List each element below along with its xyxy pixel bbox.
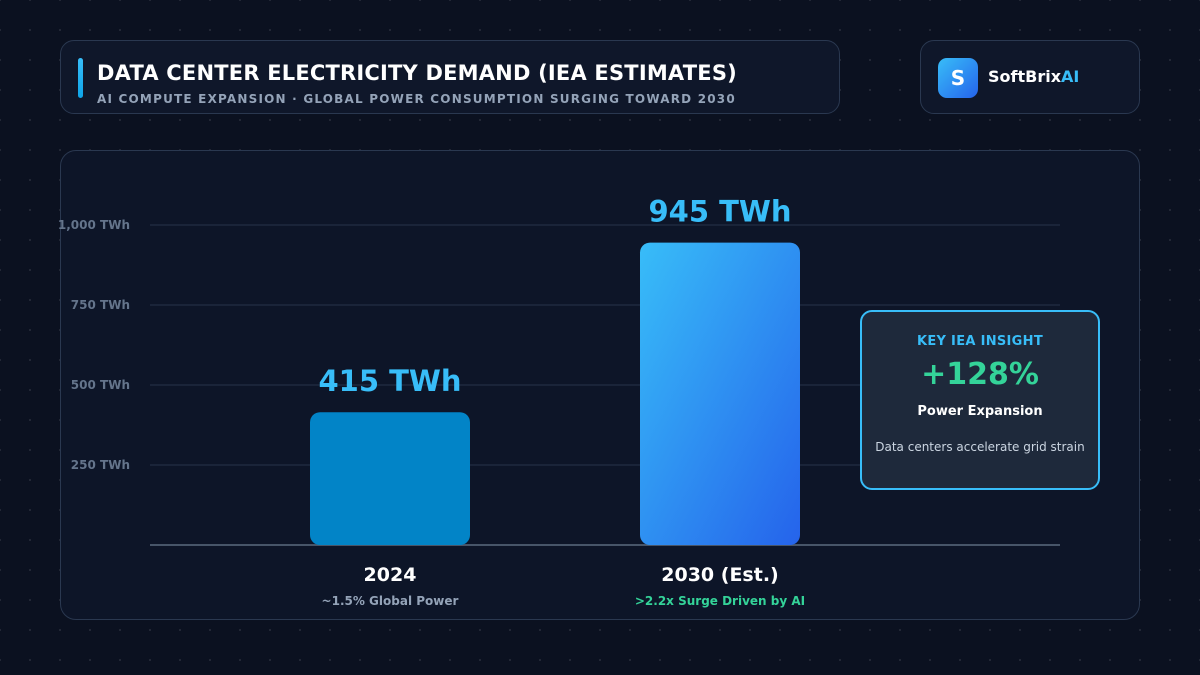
bar-2030	[640, 242, 800, 545]
header-card: DATA CENTER ELECTRICITY DEMAND (IEA ESTI…	[60, 40, 840, 114]
insight-description: Data centers accelerate grid strain	[875, 440, 1085, 454]
bar-value-label: 415 TWh	[318, 364, 461, 398]
insight-value: +128%	[921, 357, 1039, 392]
bar-2024	[310, 412, 470, 545]
page-title: DATA CENTER ELECTRICITY DEMAND (IEA ESTI…	[97, 61, 737, 85]
y-tick-label: 1,000 TWh	[58, 218, 130, 232]
x-category-note: >2.2x Surge Driven by AI	[635, 594, 805, 608]
brand-logo-icon: S	[938, 58, 978, 98]
brand-name-prefix: SoftBrix	[988, 67, 1062, 86]
bar-value-label: 945 TWh	[648, 195, 791, 229]
header-accent-bar	[78, 58, 83, 98]
brand-name: SoftBrixAI	[988, 67, 1079, 86]
brand-card: S SoftBrixAI	[920, 40, 1140, 114]
y-tick-label: 500 TWh	[71, 378, 130, 392]
y-tick-label: 750 TWh	[71, 298, 130, 312]
insight-card: KEY IEA INSIGHT +128% Power Expansion Da…	[860, 310, 1100, 490]
x-category-label: 2024	[364, 564, 417, 586]
x-category-note: ~1.5% Global Power	[322, 594, 459, 608]
x-category-label: 2030 (Est.)	[661, 564, 778, 586]
y-tick-label: 250 TWh	[71, 458, 130, 472]
page-subtitle: AI COMPUTE EXPANSION · GLOBAL POWER CONS…	[97, 92, 736, 106]
insight-heading: KEY IEA INSIGHT	[916, 334, 1044, 349]
insight-label: Power Expansion	[917, 404, 1043, 419]
brand-name-suffix: AI	[1061, 67, 1080, 86]
